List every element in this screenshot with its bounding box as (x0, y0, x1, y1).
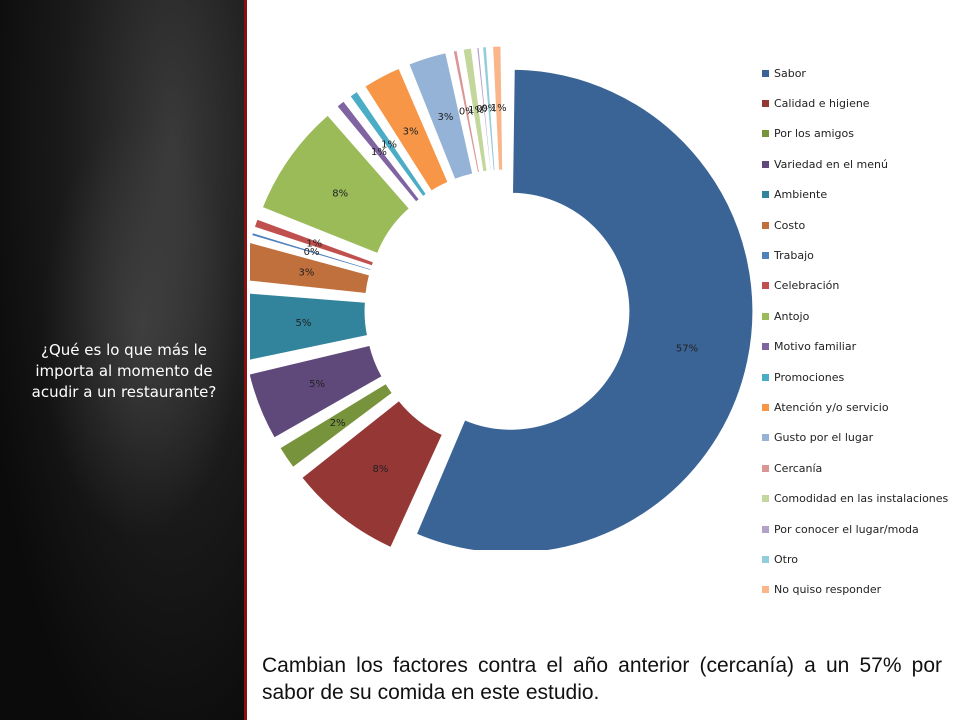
legend-swatch (762, 403, 769, 411)
legend-item: Comodidad en las instalaciones (762, 483, 958, 513)
legend-item: Gusto por el lugar (762, 423, 958, 453)
legend-swatch (762, 282, 769, 290)
sidebar-accent-stripe (244, 0, 247, 720)
legend-label: No quiso responder (774, 583, 882, 597)
legend-label: Antojo (774, 309, 810, 323)
slice-label-15: 1% (468, 105, 484, 116)
slice-label-16: 0% (476, 104, 492, 115)
legend-label: Trabajo (774, 249, 814, 263)
legend-label: Otro (774, 552, 798, 566)
slice-6 (250, 242, 371, 295)
slice-label-2: 8% (372, 464, 388, 475)
slice-label-10: 1% (371, 147, 387, 158)
slice-label-3: 2% (330, 418, 346, 429)
legend-item: Ambiente (762, 180, 958, 210)
slice-1 (415, 68, 754, 550)
slice-16 (476, 46, 492, 172)
legend-item: Antojo (762, 301, 958, 331)
slice-10 (336, 100, 420, 203)
slice-label-5: 5% (295, 318, 311, 329)
legend-item: Calidad e higiene (762, 88, 958, 118)
slice-7 (251, 232, 372, 272)
legend-swatch (762, 191, 769, 199)
slice-label-12: 3% (403, 126, 419, 137)
slice-3 (279, 382, 394, 469)
slice-label-18: 1% (491, 103, 507, 114)
survey-question: ¿Qué es lo que más le importa al momento… (31, 341, 217, 401)
legend-item: Sabor (762, 58, 958, 88)
legend-label: Cercanía (774, 461, 823, 475)
legend-swatch (762, 100, 769, 108)
slice-4 (250, 344, 383, 439)
slide-caption: Cambian los factores contra el año anter… (262, 654, 942, 704)
slice-5 (250, 292, 369, 361)
legend-swatch (762, 495, 769, 503)
slice-label-13: 3% (437, 112, 453, 123)
slice-13 (408, 52, 474, 181)
legend-swatch (762, 343, 769, 351)
legend-item: Costo (762, 210, 958, 240)
legend-label: Gusto por el lugar (774, 431, 874, 445)
legend-item: Celebración (762, 271, 958, 301)
slice-9 (261, 114, 411, 255)
slice-12 (364, 67, 449, 192)
legend-swatch (762, 464, 769, 472)
slice-17 (482, 46, 496, 172)
legend-swatch (762, 252, 769, 260)
legend-swatch (762, 373, 769, 381)
legend-swatch (762, 555, 769, 563)
slice-15 (462, 47, 488, 173)
slice-label-17: 0% (481, 104, 497, 115)
legend-swatch (762, 160, 769, 168)
slice-label-9: 8% (332, 188, 348, 199)
legend-item: Por conocer el lugar/moda (762, 514, 958, 544)
slice-label-6: 3% (299, 268, 315, 279)
doughnut-chart: 57%8%2%5%5%3%0%1%8%1%1%3%3% 0%1%0%0%1% (250, 45, 754, 550)
legend-item: No quiso responder (762, 575, 958, 605)
slice-label-14: 0% (459, 107, 475, 118)
legend-swatch (762, 525, 769, 533)
slice-14 (452, 49, 481, 174)
slice-11 (349, 90, 427, 198)
legend-item: Trabajo (762, 240, 958, 270)
legend-label: Atención y/o servicio (774, 400, 889, 414)
legend-item: Promociones (762, 362, 958, 392)
chart-legend: Sabor Calidad e higiene Por los amigos Vari… (762, 58, 958, 605)
legend-label: Por conocer el lugar/moda (774, 522, 919, 536)
legend-label: Por los amigos (774, 127, 854, 141)
legend-label: Ambiente (774, 188, 828, 202)
legend-label: Celebración (774, 279, 840, 293)
slice-label-4: 5% (309, 379, 325, 390)
legend-swatch (762, 69, 769, 77)
legend-label: Calidad e higiene (774, 97, 870, 111)
slice-label-8: 1% (306, 239, 322, 250)
legend-swatch (762, 221, 769, 229)
slice-label-7: 0% (304, 247, 320, 258)
slice-label-11: 1% (381, 140, 397, 151)
sidebar-texture (40, 120, 240, 540)
legend-swatch (762, 312, 769, 320)
legend-item: Atención y/o servicio (762, 392, 958, 422)
legend-swatch (762, 130, 769, 138)
legend-item: Otro (762, 544, 958, 574)
legend-label: Promociones (774, 370, 845, 384)
legend-label: Sabor (774, 66, 806, 80)
legend-item: Variedad en el menú (762, 149, 958, 179)
legend-label: Comodidad en las instalaciones (774, 492, 949, 506)
legend-item: Cercanía (762, 453, 958, 483)
legend-item: Motivo familiar (762, 332, 958, 362)
legend-label: Costo (774, 218, 806, 232)
slice-2 (301, 399, 444, 549)
legend-label: Motivo familiar (774, 340, 857, 354)
legend-swatch (762, 586, 769, 594)
slice-8 (253, 218, 375, 267)
slice-label-1: 57% (676, 343, 698, 354)
legend-swatch (762, 434, 769, 442)
sidebar-panel: ¿Qué es lo que más le importa al momento… (0, 0, 246, 720)
legend-item: Por los amigos (762, 119, 958, 149)
legend-label: Variedad en el menú (774, 157, 888, 171)
slice-18 (492, 45, 504, 171)
